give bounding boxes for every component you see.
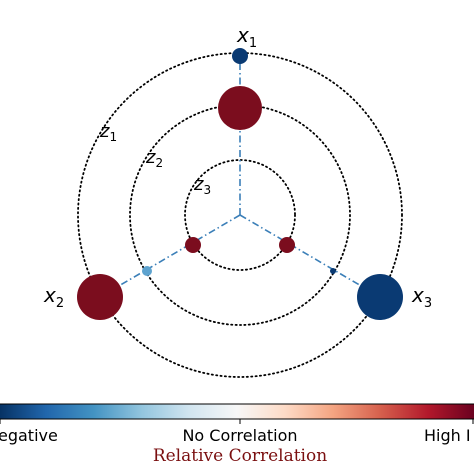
node-x3-outer [357, 274, 403, 320]
node-x3-inner [330, 268, 336, 274]
node-x1-outer [232, 48, 248, 64]
label-x3: x3 [411, 283, 432, 311]
node-center-right [279, 237, 295, 253]
label-z1: z1 [99, 121, 117, 144]
ring-z2 [129, 104, 351, 326]
node-x1-inner [218, 86, 262, 130]
label-x1: x1 [236, 23, 257, 51]
nodes [77, 48, 403, 320]
label-z3: z3 [193, 174, 211, 197]
node-center-left [185, 237, 201, 253]
colorbar-title: Relative Correlation [153, 446, 327, 466]
label-x2: x2 [43, 283, 64, 311]
colorbar-center-label: No Correlation [182, 426, 297, 445]
label-z2: z2 [145, 147, 163, 170]
node-x2-outer [77, 274, 123, 320]
spoke-x3 [239, 214, 381, 298]
spokes [99, 55, 381, 298]
colorbar-gradient [0, 403, 474, 420]
node-x2-inner [142, 266, 152, 276]
spoke-x2 [99, 214, 241, 298]
colorbar: egative No Correlation High I Relative C… [0, 403, 474, 466]
colorbar-left-label: egative [0, 426, 58, 445]
colorbar-right-label: High I [424, 426, 471, 445]
